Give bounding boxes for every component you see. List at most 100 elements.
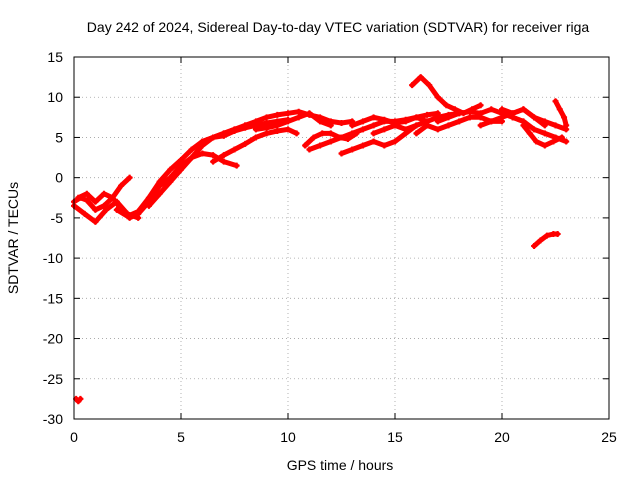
data-point — [359, 126, 366, 133]
data-point — [563, 138, 570, 145]
data-point — [531, 126, 538, 133]
data-point — [92, 206, 99, 213]
data-point — [156, 182, 163, 189]
data-point — [349, 122, 356, 129]
data-point — [550, 138, 557, 145]
data-layer — [71, 74, 570, 405]
data-point — [526, 130, 533, 137]
y-tick-label: 0 — [55, 170, 63, 186]
data-point — [317, 118, 324, 125]
data-point — [424, 122, 431, 129]
data-point — [252, 134, 259, 141]
data-point — [424, 111, 431, 118]
data-point — [370, 122, 377, 129]
data-point — [115, 202, 122, 209]
chart-title: Day 242 of 2024, Sidereal Day-to-day VTE… — [87, 19, 590, 35]
data-point — [552, 122, 559, 129]
data-point — [188, 146, 195, 153]
data-point — [263, 114, 270, 121]
data-point — [533, 138, 540, 145]
data-point — [541, 118, 548, 125]
data-point — [563, 122, 570, 129]
data-point — [543, 232, 550, 239]
data-point — [381, 142, 388, 149]
data-point — [83, 197, 90, 204]
data-point — [118, 182, 125, 189]
data-point — [92, 218, 99, 225]
data-point — [77, 395, 84, 402]
data-point — [113, 206, 120, 213]
data-point — [456, 118, 463, 125]
data-point — [242, 140, 249, 147]
y-tick-label: -10 — [43, 250, 63, 266]
y-tick-label: 10 — [47, 89, 63, 105]
data-point — [499, 106, 505, 113]
data-point — [199, 150, 206, 157]
series-sat-track-10 — [252, 110, 334, 133]
data-point — [100, 190, 107, 197]
data-point — [338, 119, 345, 126]
data-point — [531, 114, 538, 121]
data-point — [445, 122, 452, 129]
y-tick-label: -30 — [43, 411, 63, 427]
data-point — [434, 94, 441, 101]
data-point — [167, 166, 174, 173]
data-point — [81, 210, 88, 217]
data-point — [451, 106, 458, 113]
data-point — [274, 128, 281, 135]
series-sat-track-5 — [126, 150, 240, 221]
data-point — [381, 116, 388, 123]
data-point — [92, 198, 99, 205]
data-point — [509, 114, 516, 121]
x-tick-label: 0 — [70, 429, 78, 445]
y-axis-label: SDTVAR / TECUs — [5, 182, 21, 294]
data-point — [520, 106, 527, 113]
series-sat-track-9 — [242, 108, 356, 129]
data-point — [231, 128, 238, 135]
data-point — [317, 142, 324, 149]
data-point — [231, 146, 238, 153]
data-point — [302, 142, 309, 149]
data-point — [100, 202, 107, 209]
series-track — [127, 151, 240, 221]
data-point — [349, 130, 356, 137]
y-tick-label: -5 — [51, 210, 64, 226]
data-point — [295, 114, 302, 121]
data-point — [434, 126, 441, 133]
data-point — [561, 114, 568, 121]
data-point — [541, 130, 548, 137]
data-point — [359, 142, 366, 149]
data-point — [370, 138, 377, 145]
data-point — [554, 230, 561, 237]
axis-ticks: 0 5 10 15 20 25 15 10 5 0 -5 -10 -15 -20 -25 -30 — [43, 49, 617, 445]
data-point — [349, 146, 356, 153]
data-point — [443, 102, 450, 109]
series-sat-track-8 — [210, 126, 300, 165]
y-tick-label: 15 — [47, 49, 63, 65]
data-point — [220, 132, 227, 139]
data-point — [210, 152, 217, 159]
x-tick-label: 25 — [601, 429, 617, 445]
data-point — [426, 82, 433, 89]
data-point — [103, 206, 110, 213]
data-point — [252, 126, 259, 133]
data-point — [466, 114, 473, 121]
y-tick-label: -20 — [43, 331, 63, 347]
data-point — [488, 106, 495, 113]
series-sat-track-3 — [75, 190, 122, 209]
data-point — [210, 134, 217, 141]
data-point — [488, 118, 495, 125]
data-point — [456, 110, 463, 117]
data-point — [402, 118, 409, 125]
data-point — [392, 122, 398, 129]
data-point — [210, 158, 217, 165]
series-sat-track-23 — [552, 98, 570, 129]
data-point — [327, 130, 334, 137]
data-point — [220, 152, 227, 159]
data-point — [558, 134, 565, 141]
data-point — [285, 118, 291, 125]
data-point — [477, 110, 484, 117]
data-point — [370, 114, 377, 121]
data-point — [293, 130, 300, 137]
